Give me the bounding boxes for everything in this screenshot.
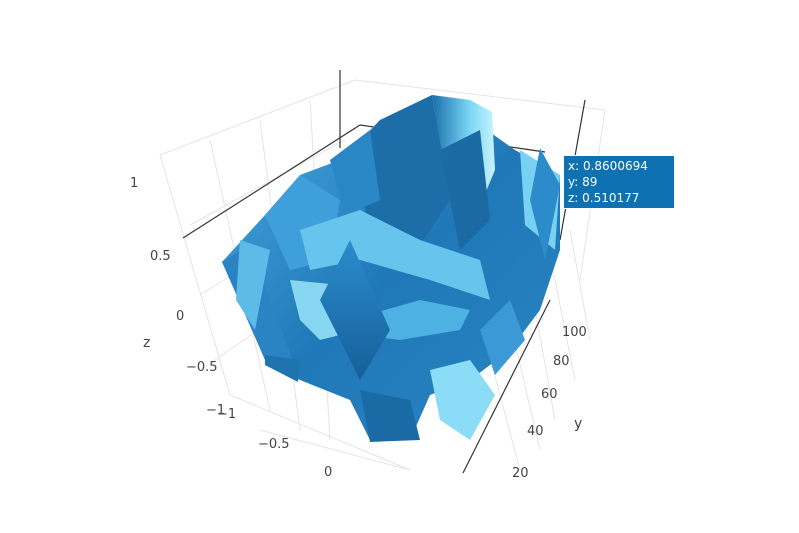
z-tick: 0.5: [150, 249, 171, 264]
x-tick: −0.5: [258, 437, 290, 452]
surface-patch: [265, 355, 300, 382]
y-axis-ticks: 20 40 60 80 100: [512, 325, 587, 481]
surface-patch: [355, 95, 450, 260]
y-tick: 100: [562, 325, 587, 340]
z-axis-ticks: 1 0.5 0 −0.5 −1: [130, 176, 225, 418]
z-tick: −0.5: [186, 360, 218, 375]
z-tick: −1: [206, 403, 225, 418]
surface-patch: [480, 300, 525, 375]
hover-z-value: z: 0.510177: [568, 191, 640, 205]
surface-mesh[interactable]: [222, 95, 560, 442]
y-tick: 20: [512, 466, 529, 481]
z-tick: 1: [130, 176, 138, 191]
hover-x-value: x: 0.8600694: [568, 159, 648, 173]
surface-patch: [430, 360, 495, 440]
x-tick: 0: [324, 465, 332, 480]
hover-tooltip: x: 0.8600694 y: 89 z: 0.510177: [563, 155, 675, 209]
y-axis-title: y: [574, 416, 582, 432]
x-axis-ticks: −1 −0.5 0: [217, 407, 332, 480]
surface-patch: [320, 240, 390, 380]
surface-patch: [360, 390, 420, 442]
y-tick: 80: [553, 354, 570, 369]
y-tick: 40: [527, 424, 544, 439]
surface-patch: [530, 148, 560, 260]
surface-patch: [300, 210, 490, 300]
x-tick: −1: [217, 407, 236, 422]
surface-patch: [236, 240, 270, 330]
z-axis-title: z: [143, 335, 150, 351]
surface-patch: [440, 130, 490, 250]
surface-patch: [330, 130, 380, 215]
z-tick: 0: [176, 309, 184, 324]
y-tick: 60: [541, 387, 558, 402]
hover-y-value: y: 89: [568, 175, 598, 189]
